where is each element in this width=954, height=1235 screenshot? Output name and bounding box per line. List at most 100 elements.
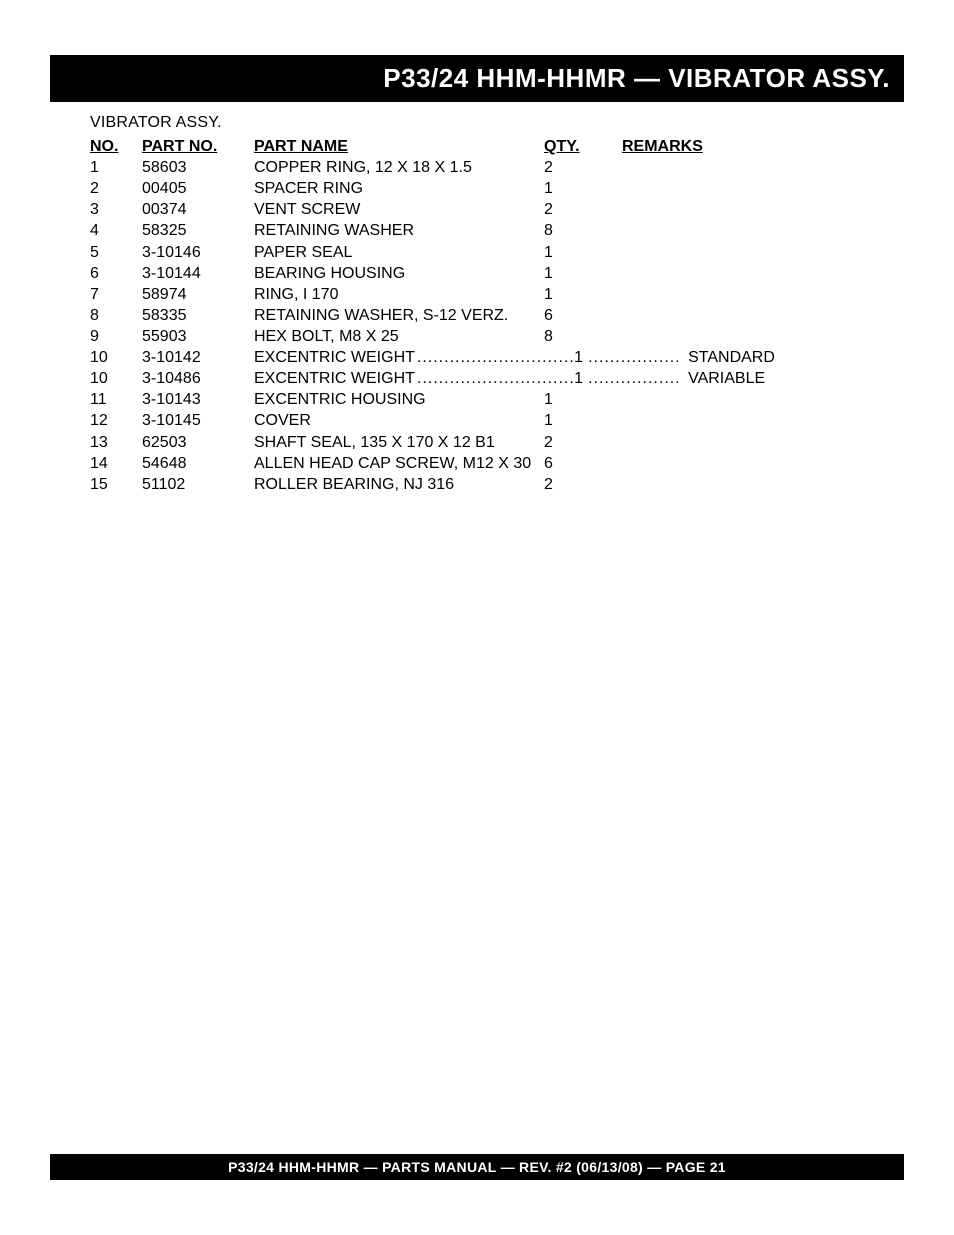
table-row: 758974RING, I 1701 [90,284,904,305]
cell-part-name: EXCENTRIC WEIGHT [254,368,415,389]
leader-dots: ............................... [417,347,574,368]
cell-part-no: 00374 [142,199,254,220]
cell-qty: 8 [544,220,572,241]
cell-part-no: 62503 [142,432,254,453]
cell-qty: 1 [574,368,588,389]
cell-part-no: 3-10144 [142,263,254,284]
section-subhead: VIBRATOR ASSY. [90,114,904,132]
cell-no: 11 [90,389,142,410]
cell-qty: 1 [544,284,572,305]
header-part-no: PART NO. [142,136,254,157]
cell-part-name: VENT SCREW [254,199,544,220]
table-body: 158603COPPER RING, 12 X 18 X 1.52200405S… [90,157,904,495]
cell-part-name: RING, I 170 [254,284,544,305]
cell-part-name: PAPER SEAL [254,242,544,263]
header-qty: QTY. [544,136,622,157]
title-bar: P33/24 HHM-HHMR — VIBRATOR ASSY. [50,55,904,102]
cell-part-no: 58603 [142,157,254,178]
cell-part-name: HEX BOLT, M8 X 25 [254,326,544,347]
cell-part-no: 54648 [142,453,254,474]
cell-no: 10 [90,347,142,368]
parts-table: NO. PART NO. PART NAME QTY. REMARKS 1586… [90,136,904,495]
cell-no: 14 [90,453,142,474]
cell-no: 15 [90,474,142,495]
page: P33/24 HHM-HHMR — VIBRATOR ASSY. VIBRATO… [0,0,954,495]
cell-no: 10 [90,368,142,389]
page-title: P33/24 HHM-HHMR — VIBRATOR ASSY. [383,63,890,93]
cell-no: 2 [90,178,142,199]
table-row: 123-10145COVER1 [90,410,904,431]
table-row: 103-10486EXCENTRIC WEIGHT...............… [90,368,904,389]
cell-part-no: 3-10146 [142,242,254,263]
footer-text: P33/24 HHM-HHMR — PARTS MANUAL — REV. #2… [228,1159,726,1175]
cell-qty: 2 [544,199,572,220]
leader-dots: .................. [588,368,678,389]
table-row: 1362503SHAFT SEAL, 135 X 170 X 12 B12 [90,432,904,453]
table-row: 955903HEX BOLT, M8 X 258 [90,326,904,347]
cell-part-no: 58325 [142,220,254,241]
cell-no: 8 [90,305,142,326]
table-row: 1551102ROLLER BEARING, NJ 3162 [90,474,904,495]
cell-qty: 2 [544,157,572,178]
cell-part-name: BEARING HOUSING [254,263,544,284]
cell-part-name: SHAFT SEAL, 135 X 170 X 12 B1 [254,432,544,453]
cell-qty: 2 [544,474,572,495]
cell-part-name: EXCENTRIC WEIGHT [254,347,415,368]
table-row: 458325RETAINING WASHER8 [90,220,904,241]
cell-qty: 8 [544,326,572,347]
cell-no: 3 [90,199,142,220]
table-row: 53-10146PAPER SEAL1 [90,242,904,263]
cell-qty: 6 [544,305,572,326]
cell-part-name: ROLLER BEARING, NJ 316 [254,474,544,495]
table-row: 200405SPACER RING1 [90,178,904,199]
table-row: 158603COPPER RING, 12 X 18 X 1.52 [90,157,904,178]
cell-remarks: VARIABLE [688,368,765,389]
cell-no: 12 [90,410,142,431]
leader-dots: ............................... [417,368,574,389]
cell-part-no: 58974 [142,284,254,305]
cell-part-name: COPPER RING, 12 X 18 X 1.5 [254,157,544,178]
cell-remarks: STANDARD [688,347,775,368]
cell-no: 5 [90,242,142,263]
cell-part-no: 3-10486 [142,368,254,389]
cell-no: 6 [90,263,142,284]
table-row: 103-10142EXCENTRIC WEIGHT...............… [90,347,904,368]
cell-no: 9 [90,326,142,347]
cell-part-no: 3-10145 [142,410,254,431]
cell-no: 4 [90,220,142,241]
cell-part-no: 00405 [142,178,254,199]
cell-part-no: 58335 [142,305,254,326]
header-part-name: PART NAME [254,136,544,157]
cell-qty: 1 [544,242,572,263]
cell-qty: 1 [544,263,572,284]
cell-part-no: 51102 [142,474,254,495]
table-row: 300374VENT SCREW2 [90,199,904,220]
table-row: 1454648ALLEN HEAD CAP SCREW, M12 X 306 [90,453,904,474]
cell-qty: 1 [544,410,572,431]
cell-qty: 1 [574,347,588,368]
table-header-row: NO. PART NO. PART NAME QTY. REMARKS [90,136,904,157]
cell-no: 7 [90,284,142,305]
cell-qty: 1 [544,178,572,199]
leader-dots: .................. [588,347,678,368]
cell-part-name: COVER [254,410,544,431]
cell-part-no: 55903 [142,326,254,347]
cell-part-name: SPACER RING [254,178,544,199]
cell-qty: 6 [544,453,572,474]
cell-no: 1 [90,157,142,178]
table-row: 63-10144BEARING HOUSING1 [90,263,904,284]
cell-qty: 2 [544,432,572,453]
cell-part-name: ALLEN HEAD CAP SCREW, M12 X 30 [254,453,544,474]
cell-part-name: RETAINING WASHER, S-12 VERZ. [254,305,544,326]
cell-part-no: 3-10143 [142,389,254,410]
cell-part-name: RETAINING WASHER [254,220,544,241]
cell-part-no: 3-10142 [142,347,254,368]
footer-bar: P33/24 HHM-HHMR — PARTS MANUAL — REV. #2… [50,1154,904,1180]
cell-qty: 1 [544,389,572,410]
table-row: 113-10143EXCENTRIC HOUSING1 [90,389,904,410]
header-no: NO. [90,136,142,157]
cell-part-name: EXCENTRIC HOUSING [254,389,544,410]
table-row: 858335RETAINING WASHER, S-12 VERZ.6 [90,305,904,326]
cell-no: 13 [90,432,142,453]
header-remarks: REMARKS [622,136,703,157]
